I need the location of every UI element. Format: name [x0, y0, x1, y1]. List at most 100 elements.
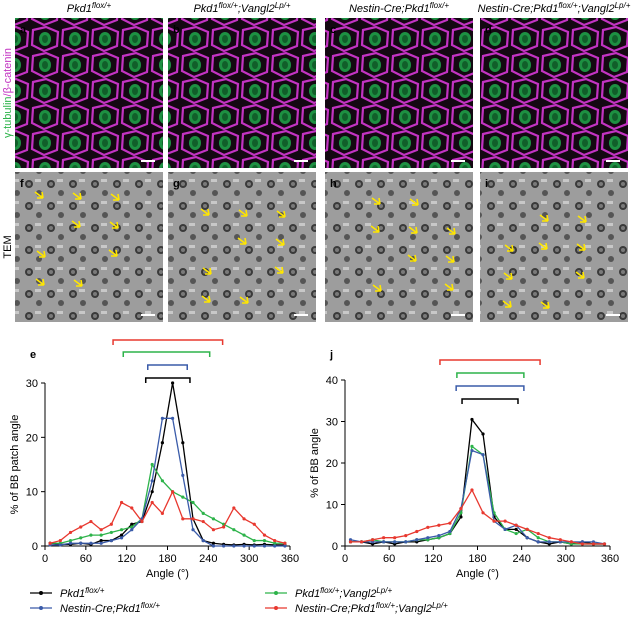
data-point: [89, 533, 93, 537]
data-point: [119, 533, 124, 537]
image-panel: g: [168, 172, 316, 322]
data-point: [470, 444, 474, 448]
data-point: [448, 521, 452, 525]
range-bracket: [456, 372, 525, 378]
y-axis-label: % of BB angle: [309, 428, 321, 498]
x-tick-label: 300: [557, 553, 575, 565]
range-bracket: [455, 385, 525, 391]
arrow: [407, 254, 417, 262]
data-point: [404, 534, 408, 538]
data-point: [525, 527, 529, 532]
superscript: Lp/+: [275, 1, 291, 10]
column-header: Nestin-Cre;Pkd1flox/+;Vangl2Lp/+: [478, 1, 631, 15]
micrograph: [325, 18, 473, 168]
arrow: [371, 197, 381, 205]
micrograph: [168, 18, 316, 168]
arrow: [445, 255, 455, 263]
data-point: [211, 528, 216, 532]
text-run: Pkd1: [193, 3, 218, 15]
data-point: [273, 538, 277, 543]
legend-marker: [274, 606, 278, 610]
arrow: [540, 301, 550, 309]
data-point: [130, 528, 134, 532]
micrograph: [325, 172, 473, 322]
data-point: [536, 536, 540, 540]
series-line: [350, 445, 605, 545]
data-point: [99, 538, 103, 543]
series-line: [350, 488, 605, 545]
arrow: [202, 267, 212, 275]
arrow: [446, 227, 456, 235]
data-point: [591, 542, 596, 546]
text-run: Pkd1: [67, 3, 92, 15]
data-point: [232, 544, 236, 548]
data-point: [160, 441, 164, 445]
x-tick-label: 0: [342, 553, 348, 565]
y-tick-label: 0: [332, 541, 338, 553]
data-point: [99, 528, 103, 532]
data-point: [459, 507, 463, 511]
scale-bar: [606, 314, 620, 316]
y-tick-label: 30: [326, 417, 338, 429]
data-point: [415, 529, 419, 534]
data-point: [547, 536, 551, 540]
micrograph: [15, 172, 163, 322]
panel-letter: a: [20, 24, 27, 36]
scale-bar: [141, 160, 155, 162]
data-point: [89, 519, 93, 524]
data-point: [58, 543, 62, 547]
arrow: [110, 193, 120, 201]
y-tick-label: 10: [26, 487, 38, 499]
series-line: [50, 417, 285, 547]
superscript: Lp/+: [376, 586, 392, 595]
arrow: [109, 221, 119, 229]
data-point: [171, 416, 175, 420]
data-point: [470, 488, 474, 492]
data-point: [89, 541, 93, 545]
data-point: [569, 540, 573, 544]
range-bracket: [147, 364, 188, 370]
legend-marker: [39, 591, 43, 595]
data-point: [359, 540, 364, 544]
text-run: Nestin-Cre;Pkd1: [478, 3, 559, 15]
arrow: [36, 250, 46, 258]
data-point: [514, 531, 518, 536]
image-panel: d: [480, 18, 628, 168]
superscript: Lp/+: [432, 601, 448, 610]
superscript: flox/+: [376, 601, 396, 610]
data-point: [191, 517, 195, 521]
data-point: [252, 544, 256, 548]
y-tick-label: 30: [26, 378, 38, 390]
arrow: [237, 237, 247, 245]
micrograph: [15, 18, 163, 168]
micrograph: [480, 172, 628, 322]
data-point: [181, 495, 185, 499]
column-header: Pkd1flox/+: [67, 1, 112, 15]
series-line: [350, 449, 605, 545]
arrow: [71, 220, 81, 228]
scale-bar: [294, 160, 308, 162]
x-axis-label: Angle (°): [456, 568, 499, 580]
data-point: [211, 517, 216, 521]
data-point: [130, 506, 134, 510]
data-point: [109, 522, 113, 526]
stain-name: /β-catenin: [2, 48, 14, 97]
arrow: [577, 215, 587, 223]
legend-marker: [39, 606, 43, 610]
arrow: [200, 208, 210, 216]
data-point: [68, 538, 73, 543]
data-point: [58, 538, 62, 543]
data-point: [252, 522, 256, 526]
image-panel: h: [325, 172, 473, 322]
data-point: [481, 511, 485, 515]
x-tick-label: 120: [117, 553, 135, 565]
data-point: [201, 538, 205, 543]
data-point: [79, 536, 83, 540]
data-point: [242, 544, 246, 548]
arrow: [276, 210, 286, 218]
data-point: [140, 519, 144, 524]
data-point: [382, 540, 386, 544]
data-point: [470, 448, 474, 453]
data-point: [437, 534, 441, 538]
data-point: [242, 517, 246, 521]
